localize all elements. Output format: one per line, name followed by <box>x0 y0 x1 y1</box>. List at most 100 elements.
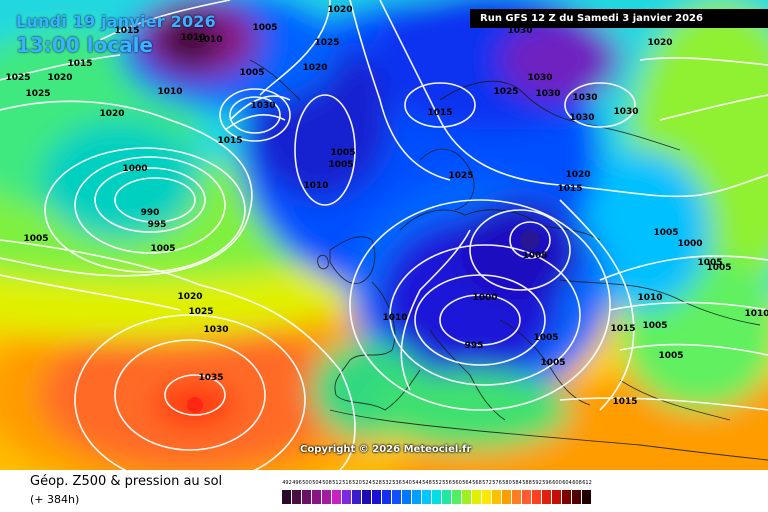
legend-value: 596 <box>542 480 552 486</box>
legend-value: 580 <box>502 480 512 486</box>
legend-swatch <box>322 490 332 504</box>
legend-value: 540 <box>402 480 412 486</box>
legend-swatch <box>292 490 302 504</box>
legend-cell: 584 <box>512 480 522 504</box>
model-run-info: Run GFS 12 Z du Samedi 3 janvier 2026 <box>470 9 768 28</box>
pressure-labels: 1020 1015 1010 1010 1005 1025 1020 1005 1030 1020… <box>5 5 768 407</box>
pressure-label: 1025 <box>493 87 518 97</box>
pressure-label: 1030 <box>572 93 597 103</box>
pressure-label: 1005 <box>328 160 353 170</box>
geopotential-map: 1020 1015 1010 1010 1005 1025 1020 1005 1030 1020… <box>0 0 768 470</box>
legend-cell: 596 <box>542 480 552 504</box>
legend-value: 600 <box>552 480 562 486</box>
legend-value: 536 <box>392 480 402 486</box>
pressure-label: 1005 <box>150 244 175 254</box>
pressure-label: 1020 <box>565 170 590 180</box>
pressure-label: 1015 <box>610 324 635 334</box>
legend-cell: 492 <box>282 480 292 504</box>
pressure-label: 1005 <box>330 148 355 158</box>
legend-swatch <box>302 490 312 504</box>
legend-swatch <box>352 490 362 504</box>
legend-swatch <box>432 490 442 504</box>
legend-cell: 496 <box>292 480 302 504</box>
legend-swatch <box>392 490 402 504</box>
pressure-label: 1000 <box>472 293 497 303</box>
legend-swatch <box>572 490 582 504</box>
legend-cell: 576 <box>492 480 502 504</box>
legend-swatch <box>402 490 412 504</box>
legend-value: 552 <box>432 480 442 486</box>
legend-value: 528 <box>372 480 382 486</box>
legend-cell: 524 <box>362 480 372 504</box>
pressure-label: 1005 <box>23 234 48 244</box>
legend-value: 496 <box>292 480 302 486</box>
legend-swatch <box>562 490 572 504</box>
legend-cell: 592 <box>532 480 542 504</box>
legend-cell: 552 <box>432 480 442 504</box>
legend-swatch <box>362 490 372 504</box>
legend-cell: 512 <box>332 480 342 504</box>
pressure-label: 990 <box>141 208 160 218</box>
legend-cell: 536 <box>392 480 402 504</box>
pressure-label: 1000 <box>677 239 702 249</box>
pressure-label: 1030 <box>203 325 228 335</box>
legend-cell: 572 <box>482 480 492 504</box>
legend-swatch <box>332 490 342 504</box>
legend-value: 564 <box>462 480 472 486</box>
legend-swatch <box>452 490 462 504</box>
legend-value: 544 <box>412 480 422 486</box>
legend-cell: 520 <box>352 480 362 504</box>
legend-value: 572 <box>482 480 492 486</box>
pressure-label: 995 <box>465 341 484 351</box>
legend-cell: 604 <box>562 480 572 504</box>
legend-cell: 500 <box>302 480 312 504</box>
legend-swatch <box>312 490 322 504</box>
pressure-label: 1005 <box>642 321 667 331</box>
legend-value: 568 <box>472 480 482 486</box>
legend-value: 504 <box>312 480 322 486</box>
legend-cell: 588 <box>522 480 532 504</box>
legend-swatch <box>512 490 522 504</box>
pressure-label: 1010 <box>180 33 205 43</box>
pressure-centers <box>187 230 540 413</box>
legend-cell: 548 <box>422 480 432 504</box>
pressure-label: 1025 <box>314 38 339 48</box>
legend-value: 584 <box>512 480 522 486</box>
pressure-label: 1005 <box>658 351 683 361</box>
legend-value: 520 <box>352 480 362 486</box>
legend-cell: 516 <box>342 480 352 504</box>
low-center-icon <box>520 230 540 250</box>
pressure-label: 1030 <box>527 73 552 83</box>
pressure-label: 1015 <box>114 26 139 36</box>
forecast-time: 13:00 locale <box>16 33 153 57</box>
legend-value: 524 <box>362 480 372 486</box>
legend-cell: 532 <box>382 480 392 504</box>
pressure-label: 1020 <box>647 38 672 48</box>
legend-value: 576 <box>492 480 502 486</box>
pressure-label: 1005 <box>697 258 722 268</box>
legend-value: 492 <box>282 480 292 486</box>
legend-value: 512 <box>332 480 342 486</box>
pressure-label: 1010 <box>382 313 407 323</box>
legend-cell: 580 <box>502 480 512 504</box>
pressure-label: 1015 <box>612 397 637 407</box>
pressure-label: 1005 <box>239 68 264 78</box>
pressure-label: 1020 <box>302 63 327 73</box>
legend-swatch <box>582 490 592 504</box>
footer-bar: Géop. Z500 & pression au sol (+ 384h) 49… <box>0 470 768 512</box>
pressure-label: 1035 <box>198 373 223 383</box>
legend-swatch <box>282 490 292 504</box>
legend-swatch <box>422 490 432 504</box>
pressure-label: 1015 <box>217 136 242 146</box>
pressure-label: 1005 <box>706 263 731 273</box>
isobars <box>0 0 768 470</box>
legend-cell: 564 <box>462 480 472 504</box>
legend-value: 608 <box>572 480 582 486</box>
legend-swatch <box>492 490 502 504</box>
color-legend: 492 496 500 504 508 512 516 520 524 528 532 536 540 5… <box>282 480 592 504</box>
legend-value: 560 <box>452 480 462 486</box>
pressure-label: 1010 <box>303 181 328 191</box>
pressure-label: 1030 <box>535 89 560 99</box>
pressure-label: 1020 <box>177 292 202 302</box>
